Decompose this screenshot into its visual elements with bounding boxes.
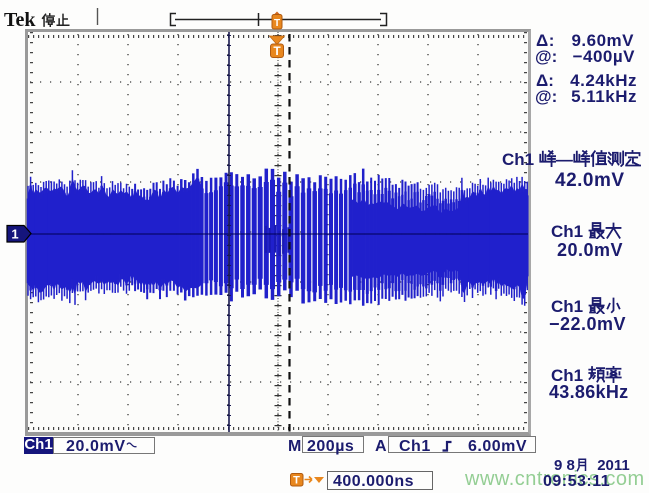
svg-text:T: T [293, 475, 300, 487]
svg-text:T: T [273, 44, 281, 58]
svg-text:1: 1 [11, 227, 18, 242]
svg-text:T: T [274, 18, 280, 29]
